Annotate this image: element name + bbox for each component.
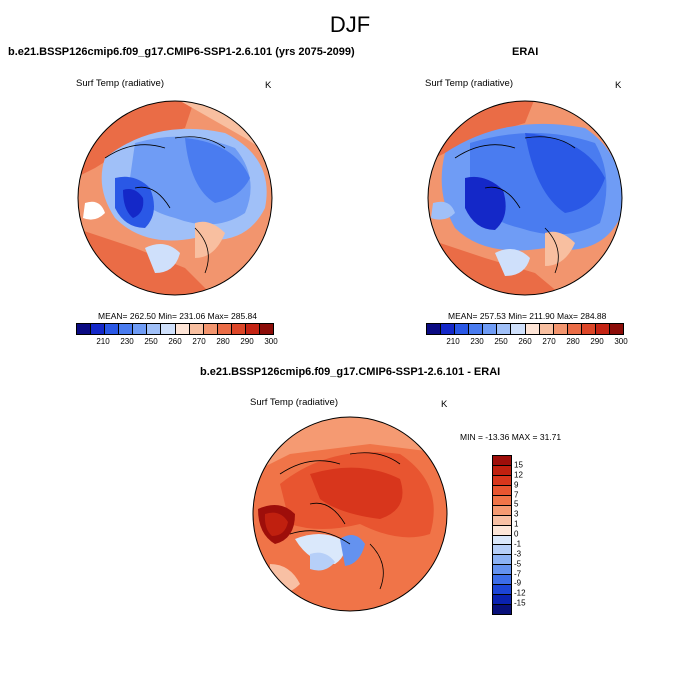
colorbar-tick-label: -9 (514, 578, 522, 588)
colorbar-swatch (539, 324, 554, 334)
colorbar-swatch (77, 324, 92, 334)
colorbar-tick-label: 210 (96, 337, 110, 346)
colorbar-swatch (493, 525, 511, 536)
colorbar-swatch (493, 605, 511, 614)
stats-model: MEAN= 262.50 Min= 231.06 Max= 285.84 (98, 311, 258, 321)
variable-label-diff: Surf Temp (radiative) (250, 397, 338, 408)
colorbar-swatch (203, 324, 218, 334)
colorbar-erai (426, 323, 624, 335)
colorbar-swatch (91, 324, 106, 334)
colorbar-labels-model: 210 230 250 260 270 280 290 300 (76, 337, 277, 349)
colorbar-swatch (231, 324, 246, 334)
colorbar-tick-label: 290 (590, 337, 604, 346)
polar-map-diff (252, 416, 448, 612)
colorbar-tick-label: 260 (518, 337, 532, 346)
colorbar-tick-label: 1 (514, 519, 519, 529)
variable-label-erai: Surf Temp (radiative) (425, 78, 513, 89)
colorbar-swatch (455, 324, 470, 334)
figure-title: DJF (329, 12, 371, 37)
colorbar-swatch (493, 595, 511, 606)
units-label-model: K (265, 80, 272, 91)
colorbar-tick-label: 15 (514, 460, 523, 470)
colorbar-swatch (119, 324, 134, 334)
colorbar-tick-label: 260 (168, 337, 182, 346)
colorbar-tick-label: 270 (542, 337, 556, 346)
colorbar-swatch (493, 485, 511, 496)
colorbar-swatch (493, 555, 511, 566)
panel-title-diff: b.e21.BSSP126cmip6.f09_g17.CMIP6-SSP1-2.… (200, 366, 501, 378)
colorbar-swatch (493, 515, 511, 526)
panel-title-erai: ERAI (512, 46, 539, 58)
colorbar-tick-label: -12 (514, 588, 526, 598)
colorbar-labels-erai: 210 230 250 260 270 280 290 300 (426, 337, 627, 349)
colorbar-swatch (553, 324, 568, 334)
colorbar-swatch (469, 324, 484, 334)
colorbar-tick-label: 9 (514, 480, 519, 490)
colorbar-tick-label: 230 (120, 337, 134, 346)
colorbar-swatch (493, 475, 511, 486)
colorbar-swatch (189, 324, 204, 334)
panel-title-model: b.e21.BSSP126cmip6.f09_g17.CMIP6-SSP1-2.… (8, 46, 355, 58)
colorbar-tick-label: 3 (514, 509, 519, 519)
colorbar-tick-label: 7 (514, 490, 519, 499)
colorbar-tick-label: 270 (192, 337, 206, 346)
colorbar-swatch (493, 495, 511, 506)
colorbar-tick-label: -7 (514, 569, 522, 578)
polar-map-erai (427, 100, 623, 296)
colorbar-swatch (493, 575, 511, 586)
colorbar-swatch (493, 565, 511, 576)
colorbar-tick-label: -3 (514, 549, 522, 559)
colorbar-swatch (260, 324, 274, 334)
variable-label-model: Surf Temp (radiative) (76, 78, 164, 89)
colorbar-swatch (497, 324, 512, 334)
stats-diff: MIN = -13.36 MAX = 31.71 (460, 432, 562, 442)
colorbar-swatch (595, 324, 611, 334)
stats-erai: MEAN= 257.53 Min= 211.90 Max= 284.88 (448, 311, 607, 321)
colorbar-tick-label: 280 (216, 337, 230, 346)
colorbar-tick-label: 210 (446, 337, 460, 346)
colorbar-swatch (175, 324, 190, 334)
colorbar-swatch (105, 324, 120, 334)
colorbar-swatch (493, 535, 511, 546)
colorbar-swatch (581, 324, 596, 334)
colorbar-tick-label: 300 (264, 337, 278, 346)
colorbar-tick-label: 0 (514, 529, 519, 539)
colorbar-swatch (493, 456, 511, 466)
colorbar-tick-label: 290 (240, 337, 254, 346)
colorbar-swatch (133, 324, 148, 334)
colorbar-tick-label: 280 (566, 337, 580, 346)
colorbar-swatch (493, 585, 511, 596)
colorbar-swatch (427, 324, 442, 334)
colorbar-swatch (493, 545, 511, 556)
units-label-diff: K (441, 399, 448, 410)
colorbar-swatch (483, 324, 498, 334)
colorbar-labels-diff: 15 12 9 7 5 3 1 0 -1 -3 -5 -7 -9 -12 -15 (514, 455, 554, 613)
colorbar-tick-label: 12 (514, 470, 523, 480)
colorbar-swatch (441, 324, 456, 334)
colorbar-diff (492, 455, 512, 615)
colorbar-swatch (217, 324, 232, 334)
colorbar-swatch (493, 465, 511, 476)
colorbar-tick-label: 300 (614, 337, 628, 346)
units-label-erai: K (615, 80, 622, 91)
colorbar-model (76, 323, 274, 335)
colorbar-swatch (161, 324, 176, 334)
colorbar-swatch (493, 505, 511, 516)
colorbar-swatch (567, 324, 582, 334)
colorbar-tick-label: -1 (514, 539, 522, 549)
colorbar-swatch (610, 324, 624, 334)
colorbar-swatch (245, 324, 261, 334)
colorbar-tick-label: 250 (494, 337, 508, 346)
colorbar-tick-label: 250 (144, 337, 158, 346)
colorbar-tick-label: 230 (470, 337, 484, 346)
colorbar-swatch (525, 324, 540, 334)
colorbar-swatch (147, 324, 162, 334)
polar-map-model (77, 100, 273, 296)
colorbar-swatch (511, 324, 526, 334)
colorbar-tick-label: -15 (514, 598, 526, 608)
colorbar-tick-label: -5 (514, 559, 522, 569)
colorbar-tick-label: 5 (514, 499, 519, 509)
